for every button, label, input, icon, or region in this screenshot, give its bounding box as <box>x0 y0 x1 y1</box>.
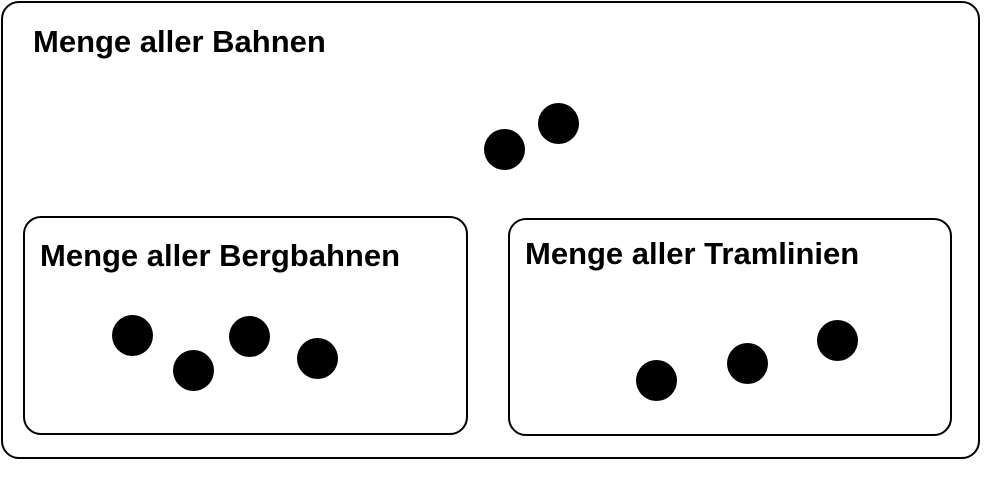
set-element-bahn <box>538 103 579 144</box>
subset-tramlinien <box>508 218 952 436</box>
set-element-bergbahn <box>112 315 153 356</box>
set-element-bergbahn <box>229 316 270 357</box>
set-element-tramlinie <box>636 360 677 401</box>
subset-tramlinien-label: Menge aller Tramlinien <box>525 236 860 271</box>
outer-set-label: Menge aller Bahnen <box>33 24 326 59</box>
set-element-tramlinie <box>817 320 858 361</box>
set-element-tramlinie <box>727 343 768 384</box>
set-element-bergbahn <box>297 338 338 379</box>
subset-bergbahnen-label: Menge aller Bergbahnen <box>40 238 401 273</box>
set-element-bahn <box>484 129 525 170</box>
set-element-bergbahn <box>173 350 214 391</box>
